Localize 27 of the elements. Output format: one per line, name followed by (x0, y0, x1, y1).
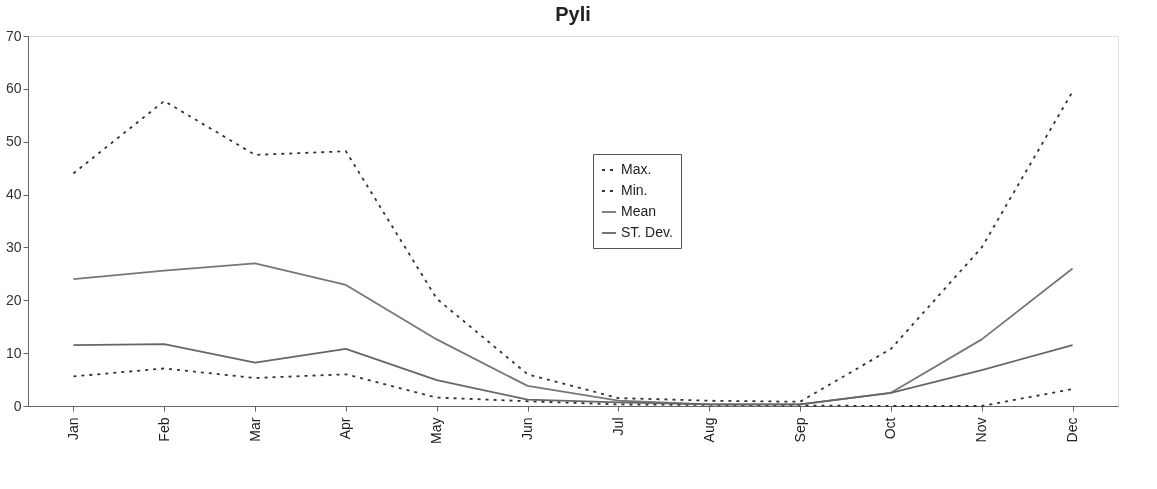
y-tick-label: 70 (5, 27, 22, 44)
x-tick-label: Nov (973, 417, 990, 443)
x-tick-label: Jan (64, 417, 81, 441)
chart-title: Pyli (555, 3, 591, 25)
x-tick-label: Jun (519, 417, 536, 441)
legend-label: Mean (621, 203, 657, 219)
x-tick-label: Feb (155, 417, 172, 442)
y-tick-label: 50 (5, 133, 22, 150)
x-tick-label: Dec (1064, 417, 1081, 443)
y-tick-label: 20 (5, 291, 22, 308)
legend-label: Max. (621, 161, 652, 177)
x-tick-label: Oct (882, 417, 899, 440)
x-tick-label: Aug (700, 417, 717, 443)
line-series (72, 90, 1074, 403)
x-tick-label: Sep (791, 417, 808, 443)
x-tick-label: Jul (609, 417, 626, 436)
legend-label: ST. Dev. (621, 224, 673, 240)
y-tick-label: 60 (5, 80, 22, 97)
y-tick-label: 40 (5, 186, 22, 203)
x-tick-label: Apr (337, 417, 354, 440)
y-tick-label: 0 (13, 397, 22, 414)
legend-label: Min. (621, 182, 648, 198)
x-tick-label: Mar (246, 417, 263, 442)
line-series (72, 367, 1074, 407)
y-tick-label: 30 (5, 238, 22, 255)
x-tick-label: May (428, 417, 445, 444)
y-tick-label: 10 (5, 344, 22, 361)
